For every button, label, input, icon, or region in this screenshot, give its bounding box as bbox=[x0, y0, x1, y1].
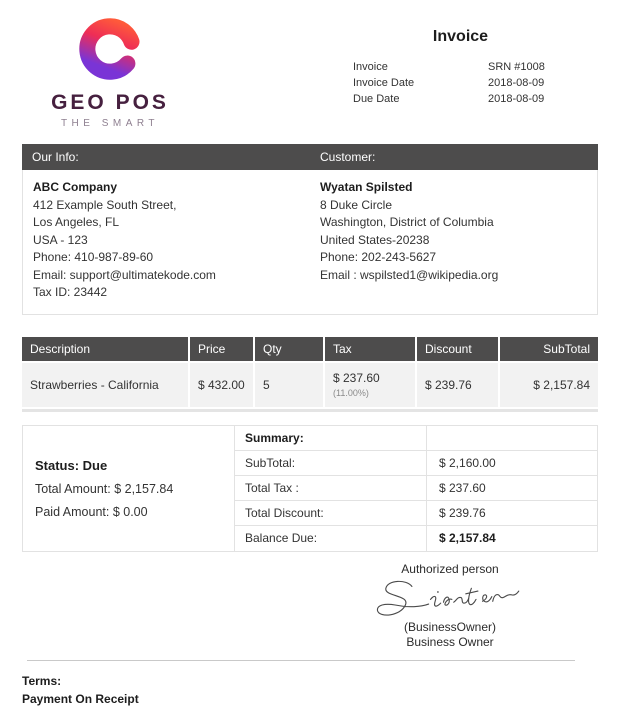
item-tax: $ 237.60 (11.00%) bbox=[325, 362, 415, 407]
customer-address-line: United States-20238 bbox=[320, 232, 430, 247]
our-info-heading: Our Info: bbox=[32, 150, 79, 164]
summary-label: Balance Due: bbox=[235, 525, 427, 551]
status-box: Status: Due Total Amount: $ 2,157.84 Pai… bbox=[23, 425, 235, 551]
customer-heading: Customer: bbox=[320, 150, 376, 164]
company-address-line: USA - 123 bbox=[33, 232, 88, 247]
our-info-block: ABC Company 412 Example South Street, Lo… bbox=[23, 179, 310, 302]
meta-label: Invoice bbox=[353, 61, 388, 73]
customer-address-line: Washington, District of Columbia bbox=[320, 215, 494, 229]
geo-pos-logo-icon bbox=[79, 18, 141, 80]
column-header-subtotal: SubTotal bbox=[500, 336, 598, 361]
invoice-meta-block: Invoice Invoice SRN #1008 Invoice Date 2… bbox=[353, 14, 598, 107]
column-header-qty: Qty bbox=[255, 336, 323, 361]
summary-heading: Summary: bbox=[235, 425, 427, 450]
terms-heading: Terms: bbox=[22, 673, 62, 688]
items-table-section: Description Price Qty Tax Discount SubTo… bbox=[22, 335, 598, 412]
summary-section: Status: Due Total Amount: $ 2,157.84 Pai… bbox=[22, 424, 598, 552]
balance-due-value: $ 2,157.84 bbox=[439, 530, 496, 545]
company-name: ABC Company bbox=[33, 180, 118, 194]
summary-row-total-tax: Total Tax : $ 237.60 bbox=[235, 475, 597, 501]
customer-email: Email : wspilsted1@wikipedia.org bbox=[320, 267, 499, 282]
invoice-number: SRN #1008 bbox=[488, 61, 545, 73]
item-description: Strawberries - California bbox=[22, 362, 188, 407]
brand-name: GEO POS bbox=[51, 91, 169, 114]
summary-label: SubTotal: bbox=[235, 450, 427, 475]
company-tax-id: Tax ID: 23442 bbox=[33, 285, 108, 299]
page-title: Invoice bbox=[432, 28, 489, 45]
parties-header-bar: Our Info: Customer: bbox=[22, 144, 598, 170]
customer-block: Wyatan Spilsted 8 Duke Circle Washington… bbox=[310, 179, 597, 302]
table-row: Strawberries - California $ 432.00 5 $ 2… bbox=[22, 362, 598, 407]
company-address-line: Los Angeles, FL bbox=[33, 215, 120, 229]
signed-by-label: (BusinessOwner) bbox=[403, 619, 497, 634]
parties-body: ABC Company 412 Example South Street, Lo… bbox=[22, 170, 598, 315]
customer-phone: Phone: 202-243-5627 bbox=[320, 250, 437, 264]
customer-address-line: 8 Duke Circle bbox=[320, 197, 393, 212]
items-table: Description Price Qty Tax Discount SubTo… bbox=[20, 335, 600, 409]
column-header-price: Price bbox=[190, 336, 253, 361]
due-date: 2018-08-09 bbox=[488, 93, 545, 105]
signature-image bbox=[376, 580, 520, 616]
summary-heading-value bbox=[427, 426, 597, 450]
summary-row-subtotal: SubTotal: $ 2,160.00 bbox=[235, 450, 597, 476]
item-tax-rate: (11.00%) bbox=[333, 387, 369, 398]
summary-label: Total Tax : bbox=[235, 475, 427, 500]
invoice-meta: Invoice SRN #1008 Invoice Date 2018-08-0… bbox=[353, 59, 598, 107]
customer-name: Wyatan Spilsted bbox=[320, 180, 413, 194]
item-tax-amount: $ 237.60 bbox=[333, 370, 380, 385]
company-email: Email: support@ultimatekode.com bbox=[33, 267, 216, 282]
meta-row-invoice-number: Invoice SRN #1008 bbox=[353, 59, 598, 75]
status-badge: Status: Due bbox=[35, 457, 108, 473]
signer-role-label: Business Owner bbox=[406, 634, 494, 649]
company-address-line: 412 Example South Street, bbox=[33, 197, 177, 212]
meta-label: Due Date bbox=[353, 93, 400, 105]
meta-label: Invoice Date bbox=[353, 77, 415, 89]
summary-tax-value: $ 237.60 bbox=[439, 480, 486, 495]
summary-row-balance-due: Balance Due: $ 2,157.84 bbox=[235, 525, 597, 551]
item-discount: $ 239.76 bbox=[417, 362, 498, 407]
meta-row-invoice-date: Invoice Date 2018-08-09 bbox=[353, 75, 598, 91]
invoice-date: 2018-08-09 bbox=[488, 77, 545, 89]
item-price: $ 432.00 bbox=[190, 362, 253, 407]
summary-subtotal-value: $ 2,160.00 bbox=[439, 455, 496, 470]
item-subtotal: $ 2,157.84 bbox=[500, 362, 598, 407]
signature-block: Authorized person (BusinessOwner) Busine… bbox=[325, 562, 575, 649]
company-logo: GEO POS THE SMART bbox=[30, 14, 190, 129]
summary-discount-value: $ 239.76 bbox=[439, 505, 486, 520]
summary-heading-row: Summary: bbox=[235, 425, 597, 451]
item-qty: 5 bbox=[255, 362, 323, 407]
column-header-tax: Tax bbox=[325, 336, 415, 361]
total-amount: Total Amount: $ 2,157.84 bbox=[35, 481, 174, 496]
column-header-description: Description bbox=[22, 336, 188, 361]
column-header-discount: Discount bbox=[417, 336, 498, 361]
paid-amount: Paid Amount: $ 0.00 bbox=[35, 504, 148, 519]
company-phone: Phone: 410-987-89-60 bbox=[33, 250, 154, 264]
summary-row-total-discount: Total Discount: $ 239.76 bbox=[235, 500, 597, 526]
authorized-person-label: Authorized person bbox=[401, 561, 499, 576]
items-header-row: Description Price Qty Tax Discount SubTo… bbox=[22, 336, 598, 361]
footer-divider bbox=[27, 659, 575, 661]
invoice-header: GEO POS THE SMART Invoice Invoice SRN #1… bbox=[22, 14, 598, 129]
brand-tagline: THE SMART bbox=[60, 118, 160, 129]
terms-section: Terms: Payment On Receipt 1. 10% discoun… bbox=[22, 674, 598, 713]
summary-table: Summary: SubTotal: $ 2,160.00 Total Tax … bbox=[235, 425, 597, 551]
meta-row-due-date: Due Date 2018-08-09 bbox=[353, 91, 598, 107]
terms-subheading: Payment On Receipt bbox=[22, 691, 139, 706]
summary-label: Total Discount: bbox=[235, 500, 427, 525]
